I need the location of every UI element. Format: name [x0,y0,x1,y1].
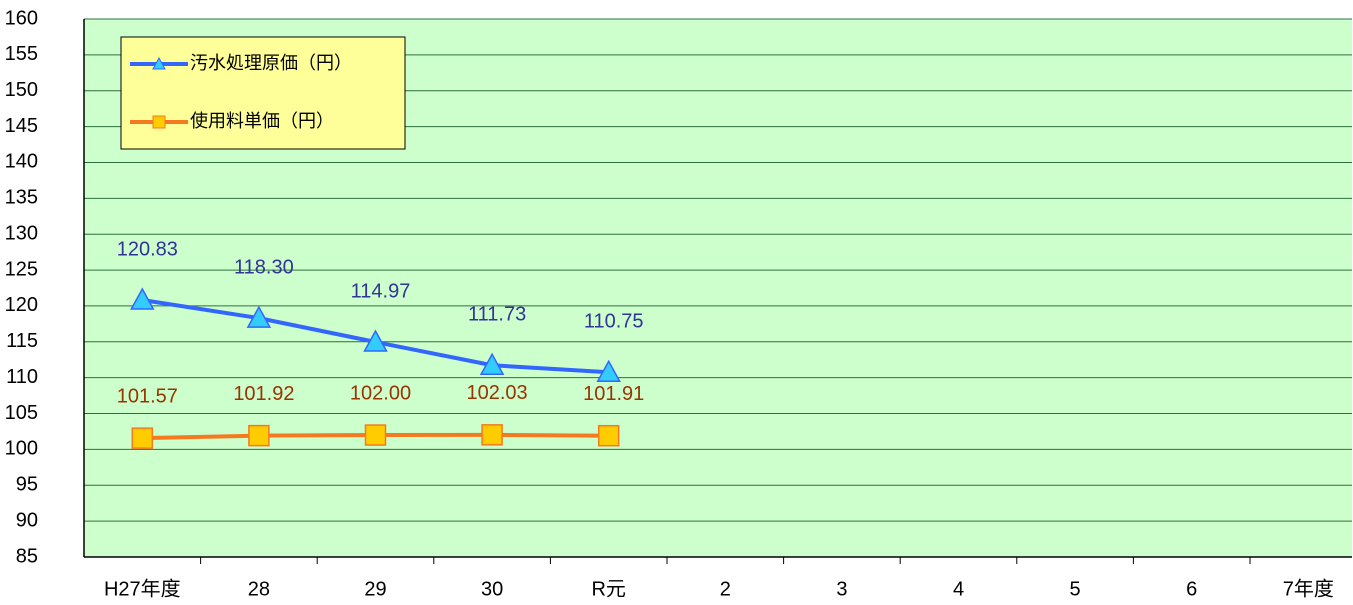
x-tick-label: 28 [248,578,270,600]
data-point [248,424,270,447]
y-tick-label: 90 [16,509,38,531]
x-tick-label: 7年度 [1283,577,1334,600]
legend-label: 使用料単価（円） [190,111,334,131]
data-label: 118.30 [234,256,294,278]
x-tick-label: 2 [720,578,731,600]
y-tick-label: 120 [5,294,38,316]
y-tick-label: 160 [5,7,38,29]
y-tick-label: 110 [6,366,38,388]
y-tick-label: 100 [5,438,38,460]
data-label: 101.92 [233,383,294,405]
data-point [481,424,503,446]
legend [120,36,406,150]
x-tick-label: 29 [364,578,386,600]
data-label: 111.73 [468,304,526,326]
data-point [131,427,154,449]
data-label: 102.00 [350,382,411,404]
y-tick-label: 140 [5,151,38,173]
data-label: 102.03 [467,382,528,404]
data-point [363,329,388,352]
x-tick-label: 5 [1070,578,1081,600]
data-point [597,424,620,447]
data-label: 101.91 [583,383,644,405]
data-point [364,424,387,446]
legend-label: 汚水処理原価（円） [190,53,352,73]
data-label: 101.57 [117,385,178,407]
x-tick-label: 30 [481,578,503,600]
data-label: 120.83 [117,238,178,260]
y-tick-label: 95 [16,474,38,496]
x-tick-label: 3 [836,578,847,600]
data-point [479,352,505,376]
y-tick-label: 150 [5,79,38,101]
legend-marker [152,115,166,129]
y-tick-label: 105 [5,402,38,424]
y-tick-label: 155 [5,43,38,65]
y-tick-label: 85 [16,545,38,567]
y-tick-label: 145 [5,115,38,137]
x-tick-label: 6 [1186,578,1197,600]
data-point [130,287,155,310]
y-tick-label: 130 [5,222,38,244]
data-point [596,359,621,383]
x-tick-label: H27年度 [104,577,181,600]
legend-marker [152,56,166,70]
x-tick-label: R元 [591,578,625,600]
x-tick-label: 4 [953,578,964,600]
y-tick-label: 115 [6,330,38,352]
y-tick-label: 135 [5,187,38,209]
data-label: 114.97 [351,280,411,302]
data-point [246,305,272,328]
data-label: 110.75 [584,311,644,333]
y-tick-label: 125 [5,258,38,280]
